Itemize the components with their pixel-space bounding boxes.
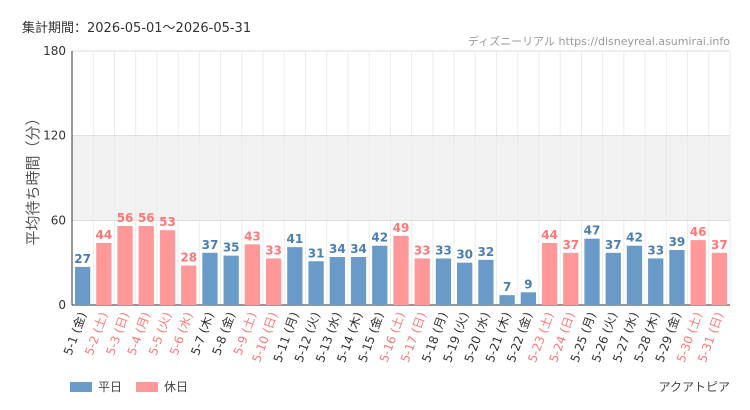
bar — [690, 240, 706, 305]
data-label: 7 — [503, 280, 511, 294]
y-tick-label: 0 — [58, 298, 66, 312]
bar — [308, 261, 324, 305]
bar — [520, 292, 536, 305]
bar — [499, 295, 515, 305]
data-label: 41 — [287, 232, 304, 246]
data-label: 47 — [584, 224, 601, 238]
bar — [435, 258, 452, 305]
period-label: 集計期間：2026-05-01～2026-05-31 — [22, 21, 252, 36]
data-label: 39 — [669, 235, 686, 249]
bar — [138, 225, 154, 305]
data-label: 35 — [223, 241, 240, 255]
band-60-120 — [72, 135, 730, 221]
bar — [287, 247, 303, 305]
bar — [202, 252, 218, 305]
attraction-name: アクアトピア — [658, 380, 730, 394]
bar — [117, 225, 133, 305]
y-axis-title: 平均待ち時間（分） — [24, 110, 42, 245]
bar — [266, 258, 282, 305]
data-label: 44 — [541, 228, 558, 242]
bar — [711, 252, 728, 305]
data-label: 42 — [371, 231, 388, 245]
bar — [648, 258, 664, 305]
data-label: 33 — [414, 243, 431, 257]
data-label: 9 — [524, 277, 532, 291]
bar — [584, 238, 600, 305]
data-label: 56 — [117, 211, 134, 225]
data-label: 37 — [202, 238, 219, 252]
data-label: 46 — [690, 225, 707, 239]
bar — [414, 258, 430, 305]
site-credit: ディズニーリアル https://disneyreal.asumirai.inf… — [467, 35, 730, 48]
legend-holiday-swatch — [136, 381, 158, 392]
bar — [478, 259, 494, 305]
data-label: 53 — [159, 215, 176, 229]
data-label: 44 — [95, 228, 112, 242]
bar — [563, 252, 579, 305]
data-label: 33 — [647, 243, 664, 257]
bar — [626, 245, 643, 305]
bar — [329, 257, 345, 305]
legend-weekday: 平日 — [70, 378, 122, 395]
data-label: 32 — [478, 245, 495, 259]
bar — [669, 249, 685, 305]
data-label: 56 — [138, 211, 155, 225]
data-label: 49 — [393, 221, 410, 235]
y-tick-label: 60 — [51, 213, 66, 227]
bar — [372, 245, 388, 305]
bar — [74, 266, 91, 305]
bar — [159, 230, 176, 305]
data-label: 27 — [74, 252, 91, 266]
bar — [541, 242, 558, 305]
bar — [393, 235, 409, 305]
data-label: 31 — [308, 246, 325, 260]
legend-holiday-label: 休日 — [164, 380, 189, 394]
bar — [96, 242, 112, 305]
data-label: 33 — [435, 243, 452, 257]
legend-weekday-swatch — [70, 381, 92, 392]
data-label: 34 — [350, 242, 367, 256]
bar — [181, 265, 197, 305]
y-tick-label: 120 — [43, 129, 66, 143]
data-label: 30 — [456, 248, 473, 262]
bar — [223, 255, 239, 305]
data-label: 33 — [265, 243, 282, 257]
bar — [350, 257, 367, 305]
legend-holiday: 休日 — [136, 378, 188, 395]
bar — [244, 244, 261, 305]
y-tick-label: 180 — [43, 44, 66, 58]
data-label: 37 — [711, 238, 728, 252]
bar — [605, 252, 621, 305]
data-label: 43 — [244, 229, 261, 243]
data-label: 42 — [626, 231, 643, 245]
data-label: 28 — [180, 250, 197, 264]
legend-weekday-label: 平日 — [98, 380, 123, 394]
data-label: 37 — [605, 238, 622, 252]
data-label: 34 — [329, 242, 346, 256]
data-label: 37 — [562, 238, 579, 252]
bar — [457, 262, 473, 305]
